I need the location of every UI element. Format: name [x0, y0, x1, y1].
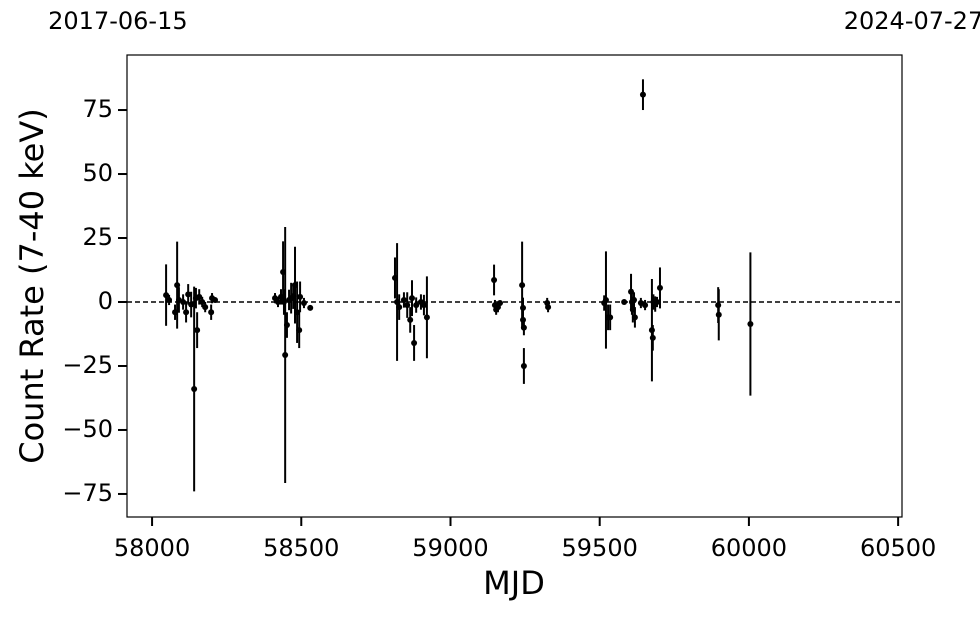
data-point — [275, 298, 282, 305]
data-point — [185, 291, 192, 298]
data-point — [491, 276, 498, 283]
y-axis-label: Count Rate (7-40 keV) — [13, 108, 51, 463]
x-tick-label: 60000 — [711, 534, 787, 562]
data-point — [411, 339, 418, 346]
x-tick-label: 59500 — [562, 534, 638, 562]
data-point — [715, 311, 722, 318]
y-tick-label: 75 — [82, 95, 113, 123]
data-point — [631, 296, 638, 303]
data-point — [607, 314, 614, 321]
data-point — [747, 321, 754, 328]
data-point — [520, 324, 527, 331]
y-tick-label: −25 — [62, 351, 113, 379]
data-point — [602, 296, 609, 303]
data-point — [300, 300, 307, 307]
data-point — [497, 300, 504, 307]
data-point — [180, 298, 187, 305]
data-point — [413, 302, 420, 309]
data-point — [282, 351, 289, 358]
data-point — [296, 327, 303, 334]
data-point — [188, 301, 195, 308]
plot-frame — [126, 54, 903, 518]
top-date-label: 2017-06-15 — [48, 7, 187, 35]
data-point — [307, 304, 314, 311]
data-point — [404, 302, 411, 309]
y-tick-label: 50 — [82, 159, 113, 187]
x-tick-label: 58500 — [263, 534, 339, 562]
top-date-label: 2024-07-27 — [844, 7, 980, 35]
data-point — [212, 296, 219, 303]
data-point — [194, 327, 201, 334]
data-point — [400, 296, 407, 303]
x-tick-label: 60500 — [860, 534, 936, 562]
data-point — [545, 304, 552, 311]
data-point — [191, 386, 198, 393]
data-point — [396, 304, 403, 311]
data-point — [639, 91, 646, 98]
x-tick-label: 59000 — [412, 534, 488, 562]
data-point — [297, 293, 304, 300]
y-tick-label: 0 — [98, 287, 113, 315]
data-point — [423, 314, 430, 321]
data-point — [520, 304, 527, 311]
data-point — [163, 292, 170, 299]
x-tick-label: 58000 — [114, 534, 190, 562]
data-point — [520, 362, 527, 369]
data-point — [653, 298, 660, 305]
data-point — [408, 295, 415, 302]
data-point — [283, 322, 290, 329]
data-point — [631, 314, 638, 321]
data-point — [656, 284, 663, 291]
data-point — [174, 282, 181, 289]
data-point — [649, 334, 656, 341]
data-point — [420, 302, 427, 309]
y-tick-label: −75 — [62, 479, 113, 507]
x-axis-label: MJD — [483, 564, 545, 602]
data-point — [202, 304, 209, 311]
data-point — [519, 282, 526, 289]
data-point — [183, 309, 190, 316]
data-point — [199, 298, 206, 305]
data-point — [621, 298, 628, 305]
data-point — [166, 296, 173, 303]
data-point — [196, 293, 203, 300]
data-point — [642, 302, 649, 309]
data-point — [407, 316, 414, 323]
data-point — [208, 309, 215, 316]
y-tick-label: 25 — [82, 223, 113, 251]
y-tick-label: −50 — [62, 415, 113, 443]
